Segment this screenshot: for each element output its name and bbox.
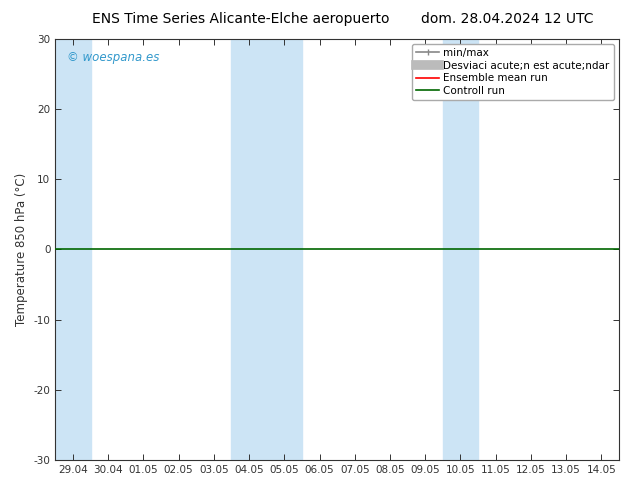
Bar <box>55 39 91 460</box>
Text: dom. 28.04.2024 12 UTC: dom. 28.04.2024 12 UTC <box>421 12 593 26</box>
Bar <box>231 39 302 460</box>
Bar <box>443 39 478 460</box>
Text: © woespana.es: © woespana.es <box>67 51 159 64</box>
Text: ENS Time Series Alicante-Elche aeropuerto: ENS Time Series Alicante-Elche aeropuert… <box>92 12 390 26</box>
Y-axis label: Temperature 850 hPa (°C): Temperature 850 hPa (°C) <box>15 173 28 326</box>
Legend: min/max, Desviaci acute;n est acute;ndar, Ensemble mean run, Controll run: min/max, Desviaci acute;n est acute;ndar… <box>412 44 614 100</box>
